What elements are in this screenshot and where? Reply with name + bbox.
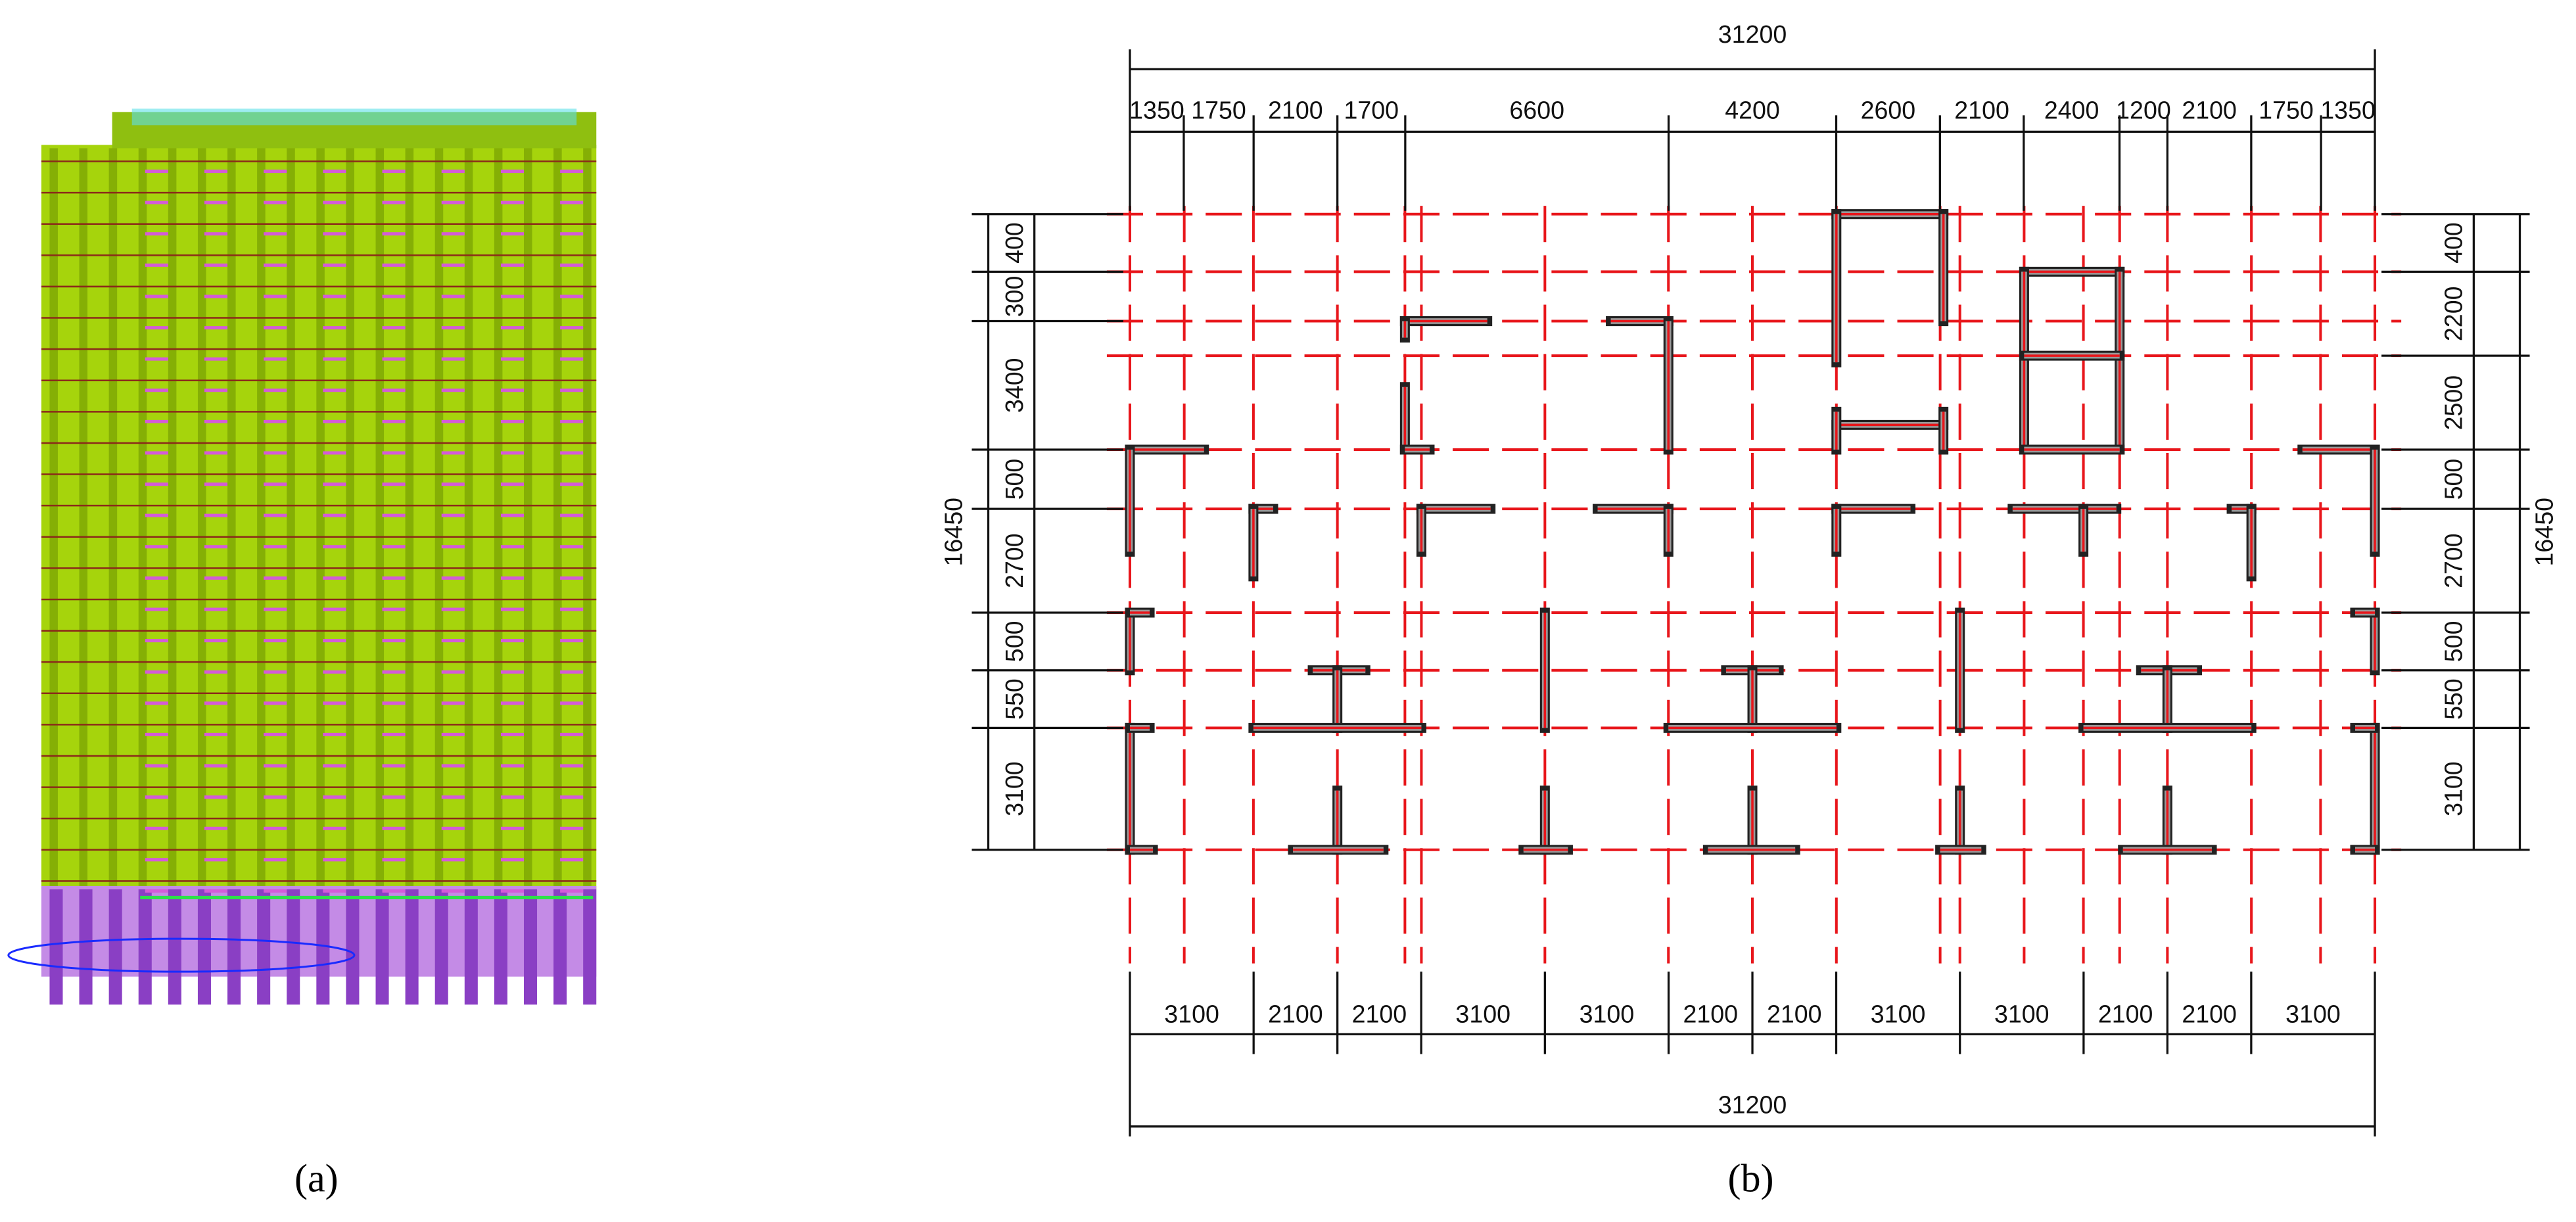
base-column: [316, 889, 330, 1005]
dim-label: 2100: [1767, 1000, 1822, 1028]
dim-label: 2700: [1000, 533, 1028, 588]
dim-label: 550: [1000, 678, 1028, 720]
dim-label: 2100: [2182, 96, 2237, 124]
dim-label: 500: [1000, 459, 1028, 500]
dim-label: 2100: [2182, 1000, 2237, 1028]
dim-total: 31200: [1718, 1091, 1787, 1119]
base-column: [49, 889, 63, 1005]
dim-label: 1750: [2259, 96, 2314, 124]
base-column: [197, 889, 211, 1005]
dim-label: 4200: [1725, 96, 1780, 124]
column: [583, 148, 592, 886]
base-column: [464, 889, 478, 1005]
dim-label: 2100: [1954, 96, 2009, 124]
building-model: [7, 108, 597, 1005]
dim-label: 1750: [1191, 96, 1246, 124]
dim-label: 2100: [2098, 1000, 2153, 1028]
dim-label: 3100: [1000, 761, 1028, 816]
dim-total: 31200: [1718, 20, 1787, 48]
dim-label: 300: [1000, 276, 1028, 317]
dim-label: 2100: [1352, 1000, 1407, 1028]
panel-label: (a): [294, 1157, 339, 1201]
base-column: [583, 889, 597, 1005]
base-column: [434, 889, 448, 1005]
column: [346, 148, 354, 886]
column: [434, 148, 444, 886]
dim-label: 3100: [1164, 1000, 1219, 1028]
column: [375, 148, 385, 886]
dim-label: 1700: [1344, 96, 1399, 124]
dim-label: 3100: [1871, 1000, 1926, 1028]
dim-label: 550: [2440, 678, 2468, 720]
column: [553, 148, 562, 886]
dim-label: 2100: [1268, 96, 1323, 124]
dim-label: 400: [1000, 222, 1028, 264]
column: [287, 148, 295, 886]
base-column: [494, 889, 507, 1005]
dim-label: 2600: [1861, 96, 1916, 124]
foundation: [7, 937, 356, 973]
dim-label: 500: [1000, 621, 1028, 662]
column: [138, 148, 147, 886]
dim-label: 500: [2440, 459, 2468, 500]
dim-label: 3100: [1455, 1000, 1510, 1028]
base-column: [257, 889, 271, 1005]
base-column: [138, 889, 152, 1005]
column: [523, 148, 532, 886]
dim-label: 2100: [1268, 1000, 1323, 1028]
dim-label: 3100: [1580, 1000, 1635, 1028]
base-column: [227, 889, 241, 1005]
base-column: [346, 889, 360, 1005]
dim-label: 2100: [1683, 1000, 1738, 1028]
dim-label: 3100: [2285, 1000, 2341, 1028]
dim-label: 3400: [1000, 358, 1028, 413]
base-column: [287, 889, 300, 1005]
column: [494, 148, 503, 886]
dim-label: 3100: [1994, 1000, 2049, 1028]
column: [405, 148, 414, 886]
dim-label: 6600: [1509, 96, 1564, 124]
dim-label: 2400: [2044, 96, 2099, 124]
dim-label: 1200: [2116, 96, 2171, 124]
dim-total: 16450: [2531, 498, 2558, 567]
base-column: [523, 889, 538, 1005]
dim-label: 1350: [2320, 96, 2376, 124]
column: [49, 148, 58, 886]
dim-total: 16450: [939, 498, 967, 567]
column: [464, 148, 473, 886]
dim-label: 400: [2440, 222, 2468, 264]
base-column: [405, 889, 419, 1005]
base-column: [553, 889, 567, 1005]
dim-label: 500: [2440, 621, 2468, 662]
panel-label: (b): [1727, 1157, 1773, 1201]
top-slab: [131, 108, 577, 126]
base-column: [168, 889, 181, 1005]
base-column: [108, 889, 122, 1005]
column: [197, 148, 206, 886]
column: [108, 148, 118, 886]
column: [227, 148, 236, 886]
dim-label: 2700: [2440, 533, 2468, 588]
dim-label: 2200: [2440, 286, 2468, 341]
base-column: [79, 889, 93, 1005]
column: [257, 148, 266, 886]
dim-label: 2500: [2440, 375, 2468, 431]
column: [168, 148, 177, 886]
base-column: [375, 889, 389, 1005]
column: [316, 148, 325, 886]
dim-label: 1350: [1129, 96, 1184, 124]
column: [79, 148, 88, 886]
dim-label: 3100: [2440, 761, 2468, 816]
